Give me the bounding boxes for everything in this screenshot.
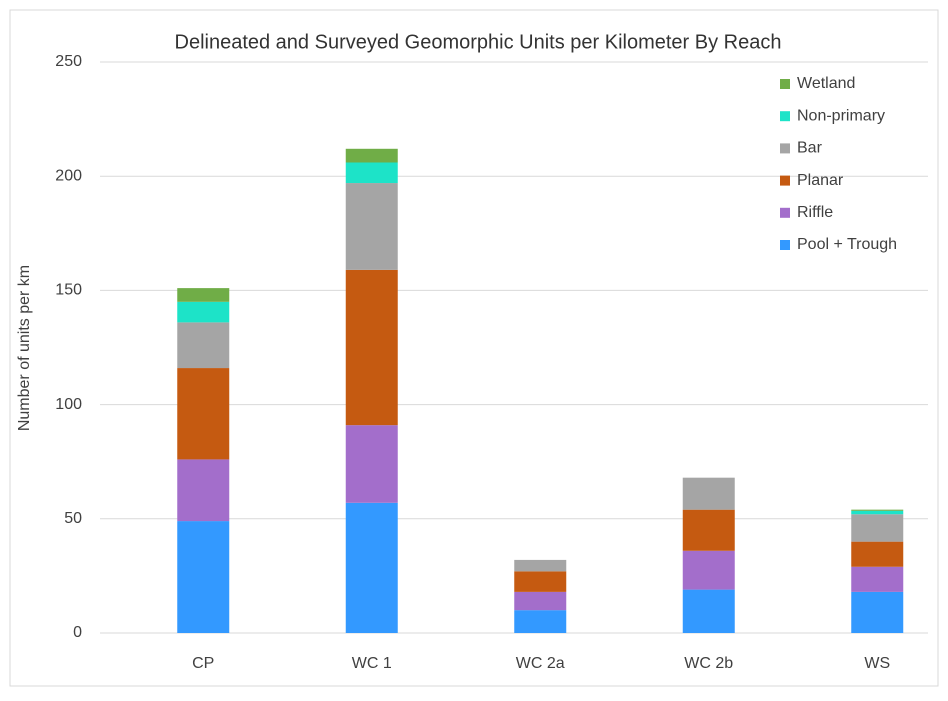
bar-segment	[682, 589, 735, 633]
bar-segment	[345, 148, 398, 163]
legend-swatch	[780, 207, 790, 218]
legend-swatch	[780, 111, 790, 122]
y-tick-label: 150	[55, 282, 82, 299]
y-tick-label: 50	[64, 510, 82, 527]
chart-title: Delineated and Surveyed Geomorphic Units…	[175, 31, 782, 53]
x-tick-label: CP	[192, 655, 214, 672]
x-tick-label: WC 2b	[684, 655, 733, 672]
bar-segment	[514, 559, 567, 572]
x-tick-label: WS	[864, 655, 890, 672]
bar-segment	[682, 550, 735, 590]
bar-segment	[345, 183, 398, 270]
bar-segment	[851, 509, 904, 511]
x-tick-label: WC 1	[352, 655, 392, 672]
legend-swatch	[780, 79, 790, 89]
bar-segment	[345, 162, 398, 184]
legend-swatch	[780, 143, 790, 154]
legend-label: Pool + Trough	[797, 236, 897, 253]
legend-label: Wetland	[797, 75, 855, 92]
y-tick-label: 100	[55, 396, 82, 413]
legend-label: Bar	[797, 140, 823, 157]
bar-segment	[177, 288, 230, 302]
legend-label: Planar	[797, 172, 844, 189]
bar-segment	[345, 269, 398, 426]
bar-segment	[514, 571, 567, 592]
x-tick-label: WC 2a	[516, 655, 565, 672]
chart-border	[9, 9, 939, 687]
bar-segment	[514, 591, 567, 611]
bar-segment	[851, 510, 904, 515]
bar-segment	[851, 591, 904, 633]
bar-segment	[177, 521, 230, 633]
bar-segment	[345, 502, 398, 633]
bar-segment	[177, 301, 230, 323]
legend-label: Non-primary	[797, 107, 885, 124]
legend-swatch	[780, 175, 790, 186]
y-axis-label: Number of units per km	[16, 265, 33, 431]
y-tick-label: 200	[55, 167, 82, 184]
bar-segment	[177, 459, 230, 522]
y-tick-label: 250	[55, 53, 82, 70]
legend-label: Riffle	[797, 204, 833, 221]
legend-swatch	[780, 240, 790, 250]
y-tick-label: 0	[73, 624, 82, 641]
bar-segment	[345, 425, 398, 503]
bar-segment	[851, 566, 904, 592]
bar-segment	[851, 514, 904, 542]
bar-segment	[851, 541, 904, 567]
bar-segment	[682, 477, 735, 510]
bar-segment	[682, 509, 735, 551]
bar-segment	[177, 322, 230, 369]
bar-segment	[514, 610, 567, 633]
bar-segment	[177, 368, 230, 460]
